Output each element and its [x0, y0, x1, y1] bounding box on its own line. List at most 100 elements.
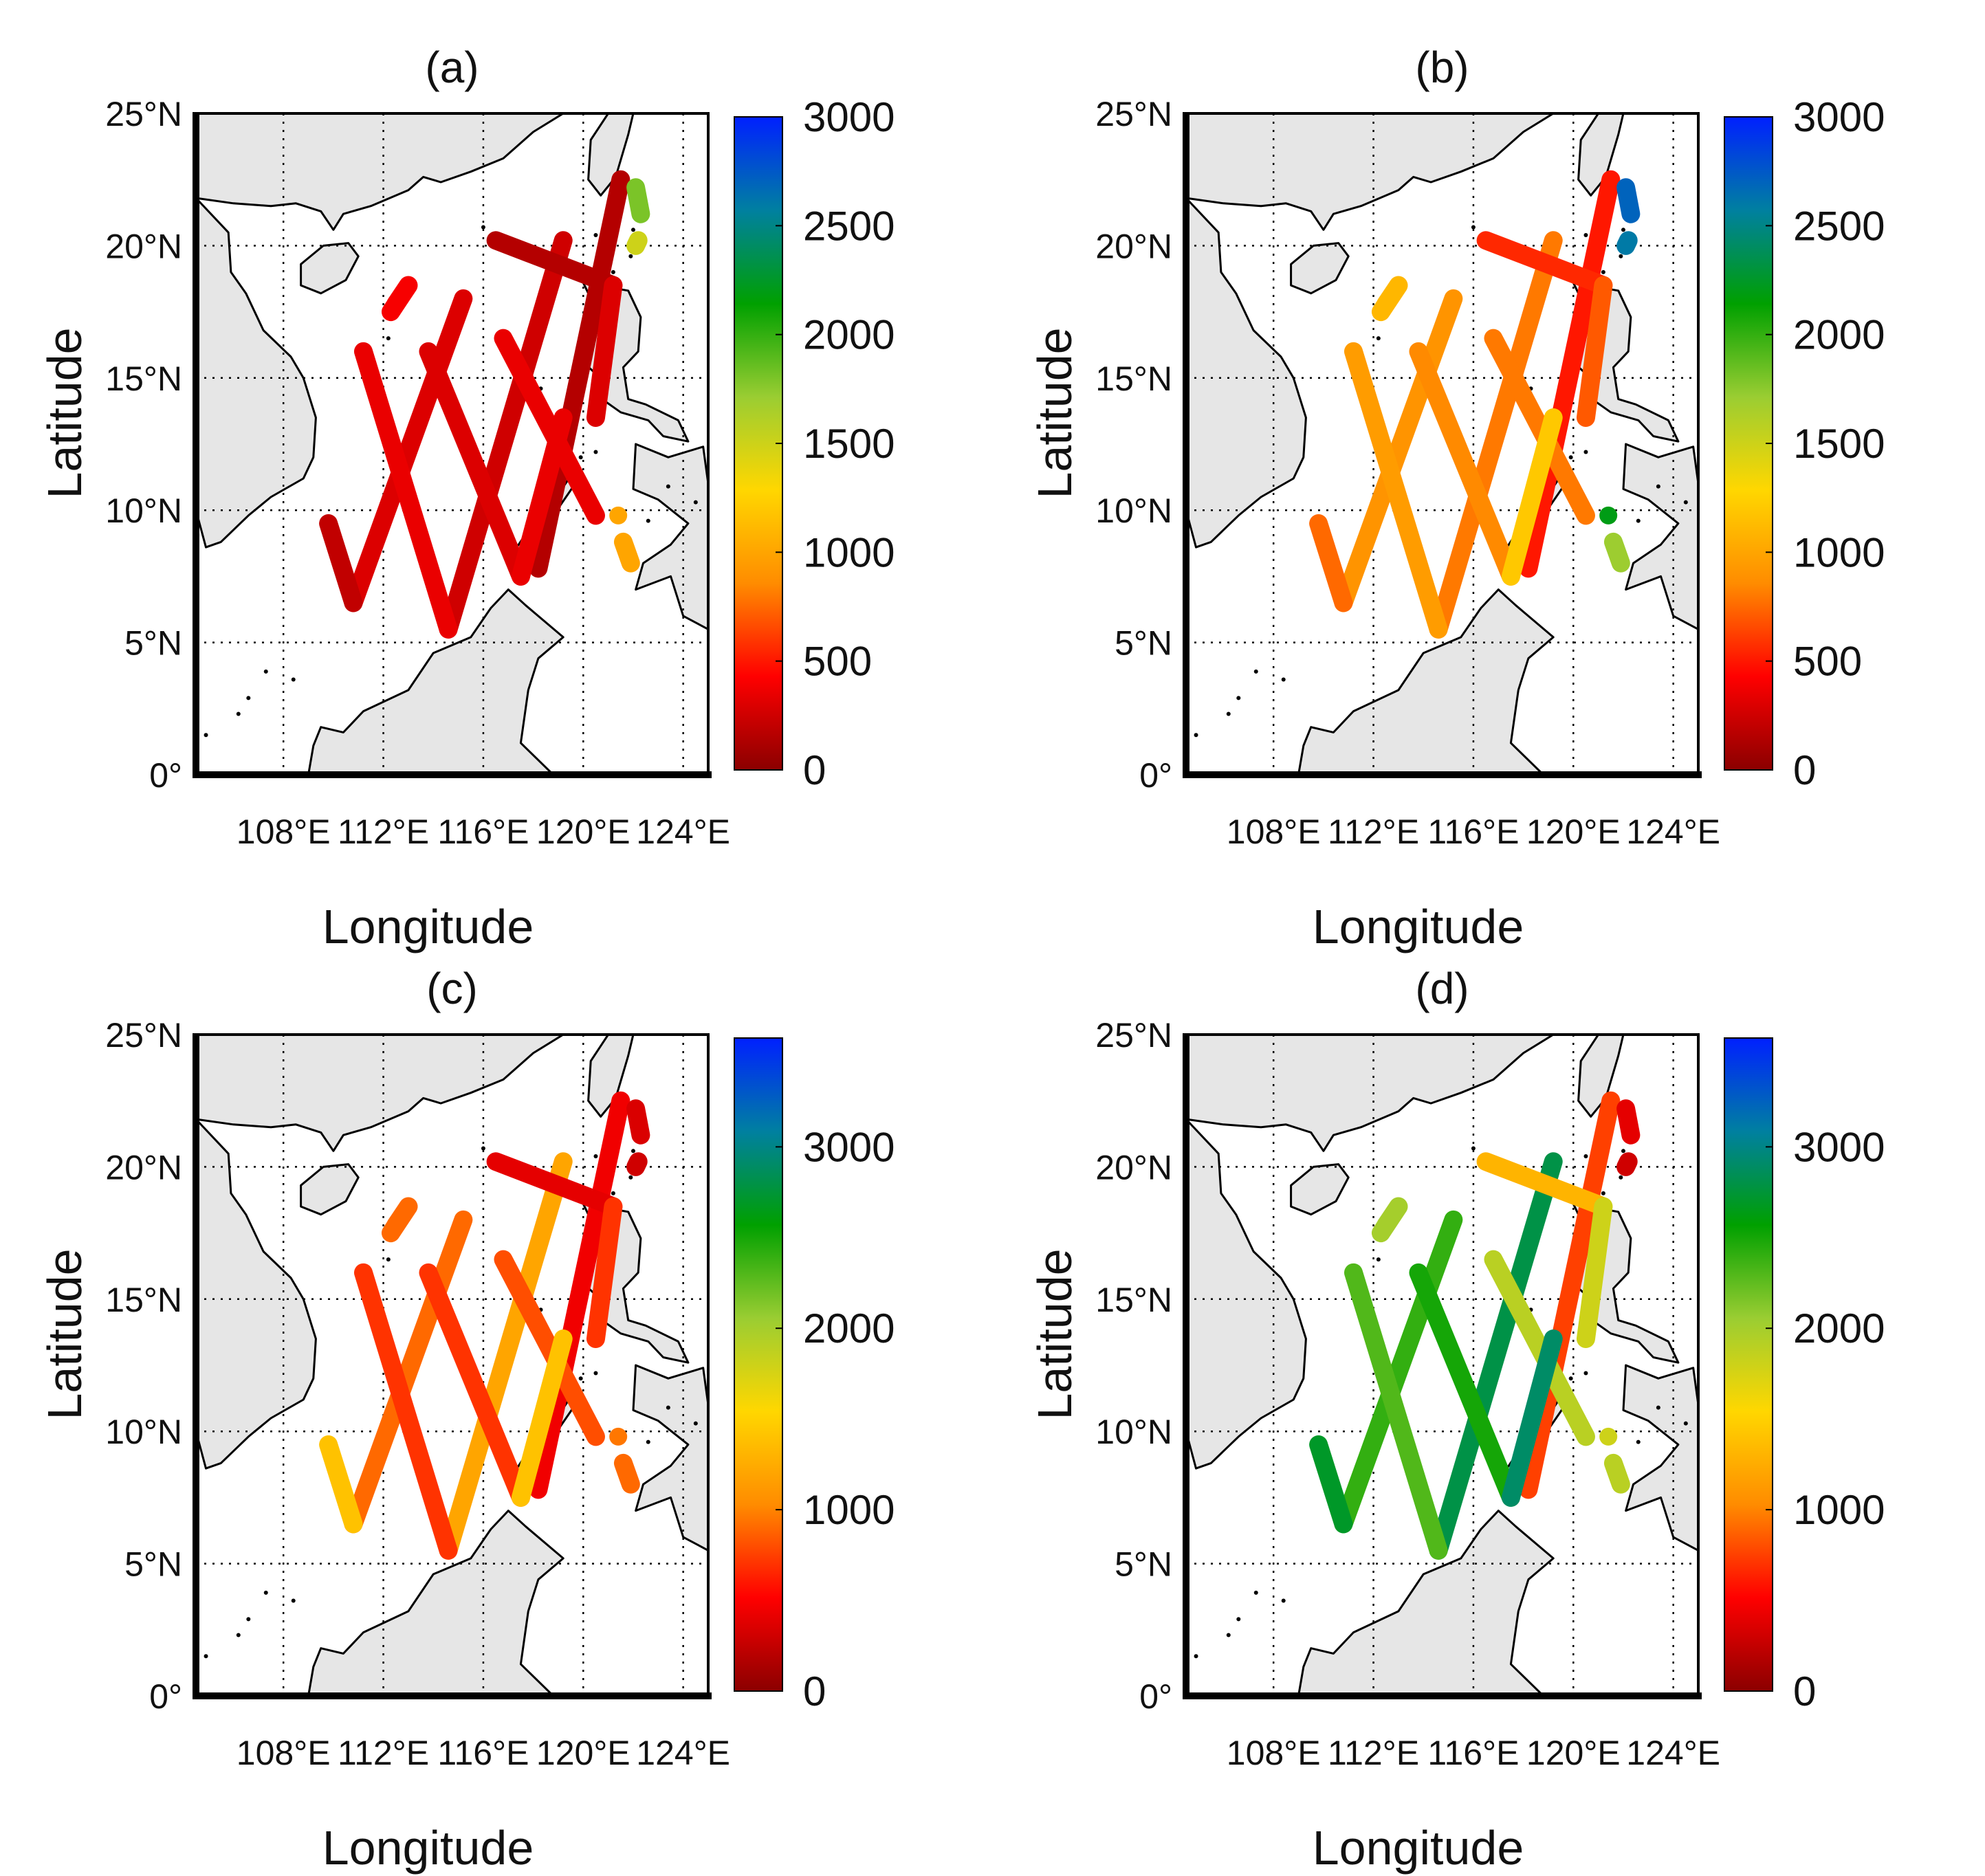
- lat-tick-label: 0°: [1139, 1677, 1172, 1716]
- panel-a: (a) 0° 5°N 10°N 15°N 20°N 25°N 108°E 112°E 116°E 1…: [0, 41, 949, 953]
- lon-tick-label: 116°E: [437, 813, 529, 851]
- lon-tick-label: 124°E: [1626, 813, 1720, 851]
- lat-tick-label: 25°N: [1095, 1016, 1172, 1055]
- land-polygon: [300, 242, 360, 295]
- track-T8: [1484, 329, 1595, 525]
- island-dot: [1194, 1654, 1198, 1659]
- island-dot: [1376, 1257, 1381, 1262]
- lon-tick-label: 112°E: [1328, 1734, 1419, 1772]
- island-dot: [1619, 1175, 1623, 1180]
- island-dot: [1619, 254, 1623, 258]
- land-polygon: [587, 113, 635, 197]
- x-axis-label: Longitude: [322, 900, 534, 953]
- colorbar-tick-label: 1500: [803, 421, 895, 467]
- map-frame-bottom: [1183, 1692, 1702, 1699]
- lon-tick-label: 108°E: [237, 813, 331, 851]
- colorbar: [1724, 1037, 1773, 1692]
- track-T9: [1576, 276, 1613, 428]
- island-dot: [628, 1175, 633, 1180]
- colorbar-tick-label: 2000: [803, 1305, 895, 1351]
- track-T12: [511, 408, 573, 586]
- island-dot: [204, 1654, 208, 1659]
- lon-tick-label: 116°E: [1427, 813, 1519, 851]
- lat-tick-label: 20°N: [1095, 1148, 1172, 1187]
- lon-tick-label: 120°E: [1526, 1734, 1621, 1772]
- island-dot: [236, 1633, 241, 1637]
- track-E4: [613, 1453, 640, 1494]
- island-dot: [630, 1149, 635, 1154]
- land-polygon: [632, 443, 708, 630]
- island-dot: [693, 1421, 698, 1426]
- colorbar: [734, 1037, 783, 1692]
- colorbar-tick-label: 1500: [1793, 421, 1885, 467]
- track-T7: [486, 231, 623, 295]
- track-T2: [319, 514, 363, 613]
- colorbar-tick-label: 1000: [1793, 1487, 1885, 1533]
- panel-c-title: (c): [426, 964, 478, 1013]
- track-E2: [1616, 231, 1638, 255]
- island-dot: [666, 484, 670, 489]
- colorbar-tick-label: 0: [1793, 1668, 1816, 1714]
- island-dot: [1568, 1376, 1573, 1381]
- y-axis-label: Latitude: [1028, 327, 1082, 498]
- track-T5: [1344, 1263, 1448, 1560]
- track-T8: [494, 329, 605, 525]
- lon-tick-label: 108°E: [1227, 813, 1321, 851]
- island-dot: [1601, 1191, 1605, 1195]
- island-dot: [593, 450, 598, 454]
- lon-tick-label: 120°E: [1526, 813, 1621, 851]
- lat-tick-label: 25°N: [1095, 95, 1172, 133]
- map-content: [1186, 113, 1698, 775]
- island-dot: [630, 228, 635, 232]
- track-E4: [613, 532, 640, 573]
- land-polygon: [1186, 197, 1307, 549]
- island-dot: [291, 677, 296, 682]
- colorbar-tick-label: 1000: [803, 1487, 895, 1533]
- track-T12: [1501, 1329, 1563, 1507]
- lon-tick-label: 112°E: [338, 813, 429, 851]
- track-point: [609, 506, 628, 525]
- track-T11: [381, 1197, 418, 1243]
- track-T4: [529, 1091, 630, 1499]
- lat-tick-label: 20°N: [105, 227, 182, 265]
- track-T7: [1476, 1152, 1613, 1216]
- island-dot: [1226, 1633, 1231, 1637]
- island-dot: [646, 518, 650, 523]
- track-T9: [1576, 1197, 1613, 1349]
- land-polygon: [1186, 1035, 1555, 1152]
- island-dot: [1376, 336, 1381, 341]
- lat-tick-label: 10°N: [105, 1413, 182, 1451]
- track-E1: [626, 1099, 650, 1145]
- x-axis-label: Longitude: [1313, 900, 1524, 953]
- panel-b: (b) 0° 5°N 10°N 15°N 20°N 25°N 108°E 112°E 116°E 1…: [990, 41, 1939, 953]
- panel-b-title: (b): [1415, 43, 1469, 92]
- track-point: [1599, 1427, 1618, 1446]
- island-dot: [593, 1154, 598, 1159]
- island-dot: [246, 1617, 251, 1622]
- lon-tick-label: 120°E: [536, 813, 630, 851]
- colorbar-tick-label: 0: [1793, 747, 1816, 793]
- island-dot: [693, 500, 698, 505]
- track-T1: [1334, 289, 1463, 613]
- land-polygon: [1297, 588, 1555, 775]
- colorbar-tick-label: 2000: [803, 312, 895, 358]
- colorbar-tick-label: 500: [803, 639, 872, 685]
- track-T12: [1501, 408, 1563, 586]
- track-T4: [1519, 1091, 1621, 1499]
- track-T11: [1371, 1197, 1408, 1243]
- track-T5: [353, 342, 458, 639]
- island-dot: [1601, 269, 1605, 274]
- island-dot: [1656, 1405, 1660, 1410]
- colorbar-tick-label: 2500: [803, 203, 895, 249]
- island-dot: [236, 711, 241, 716]
- lat-tick-label: 5°N: [124, 624, 182, 663]
- map-frame-left: [1183, 112, 1189, 778]
- land-polygon: [1622, 1364, 1698, 1552]
- land-polygon: [1290, 242, 1350, 295]
- lon-tick-label: 124°E: [1626, 1734, 1720, 1772]
- lat-tick-label: 5°N: [1115, 624, 1172, 663]
- panel-c: (c) 0° 5°N 10°N 15°N 20°N 25°N 108°E 112°E 116°E 1…: [0, 962, 949, 1875]
- track-T4: [1519, 170, 1621, 578]
